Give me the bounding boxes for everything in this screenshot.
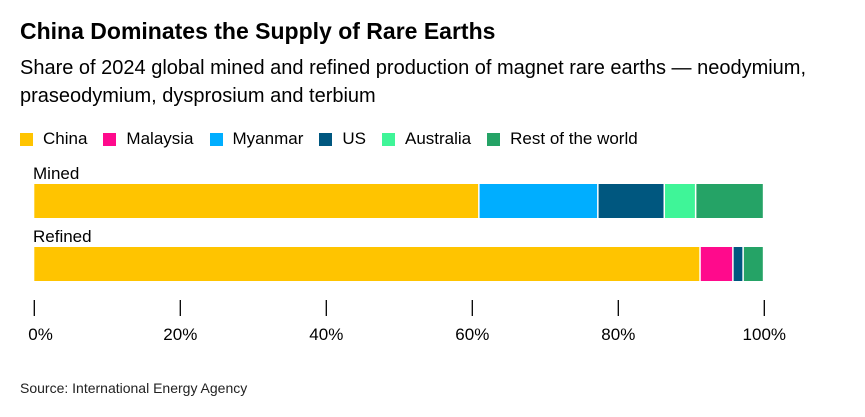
x-tick-label: 40% [309,325,343,344]
legend-label: Malaysia [126,129,194,148]
x-tick-label: 60% [455,325,489,344]
legend-item: US [319,129,366,149]
legend-label: China [43,129,88,148]
chart-title: China Dominates the Supply of Rare Earth… [20,18,496,44]
chart-subtitle: Share of 2024 global mined and refined p… [20,57,807,107]
x-tick-label: 20% [163,325,197,344]
legend-item: Rest of the world [487,129,638,149]
x-tick-label: 100% [743,325,786,344]
legend-item: Malaysia [103,129,194,149]
legend-item: Myanmar [209,129,304,149]
legend-swatch [103,132,117,146]
bar-mined-australia [665,184,695,218]
legend-item: Australia [382,129,471,149]
legend-swatch [20,132,33,146]
bar-mined-us [598,184,664,218]
legend-swatch [382,132,395,146]
legend-label: Rest of the world [510,129,638,148]
legend-item: China [20,129,87,149]
bar-mined-myanmar [479,184,598,218]
bar-mined-rest-of-the-world [696,184,763,218]
category-label-refined: Refined [33,227,92,246]
bar-refined-us [733,247,743,281]
legend-label: US [342,129,366,148]
x-tick-label: 80% [601,325,635,344]
bar-mined-china [34,184,479,218]
source-note: Source: International Energy Agency [20,380,248,396]
legend-swatch [319,132,333,146]
bar-refined-malaysia [700,247,733,281]
legend-label: Australia [405,129,472,148]
legend-swatch [209,132,223,146]
legend: China Malaysia Myanmar US Australia Rest of t… [20,129,654,149]
category-label-mined: Mined [33,164,80,183]
legend-swatch [487,132,501,146]
bar-refined-china [34,247,700,281]
x-tick-label: 0% [28,325,53,344]
bar-refined-rest-of-the-world [743,247,763,281]
legend-label: Myanmar [232,129,304,148]
